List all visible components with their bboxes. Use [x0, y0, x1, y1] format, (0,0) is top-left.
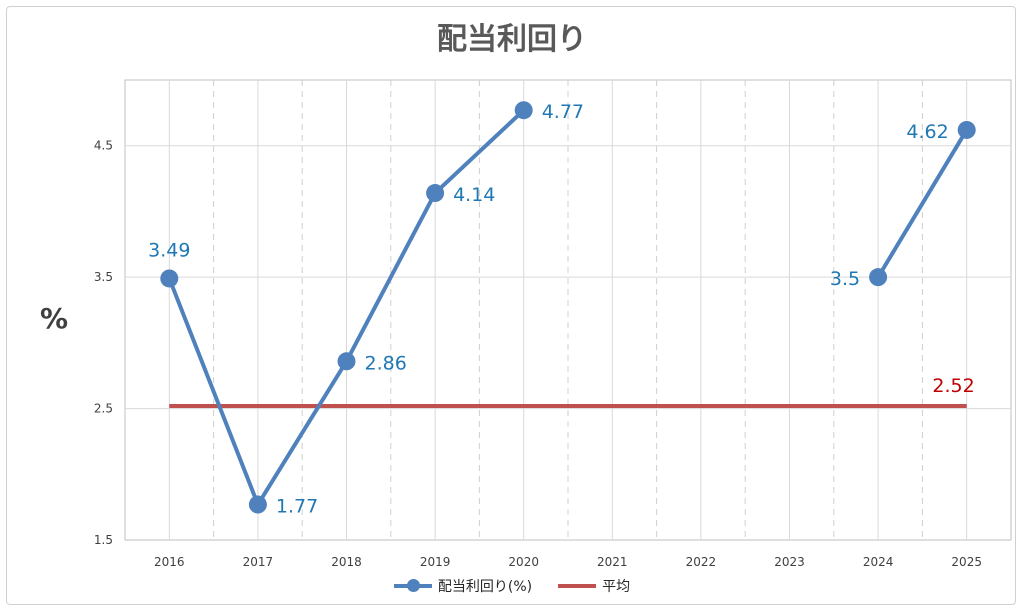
x-tick-label: 2022: [686, 555, 717, 569]
x-tick-label: 2016: [154, 555, 185, 569]
yield-data-label: 1.77: [276, 496, 318, 518]
y-axis-label: %: [40, 302, 69, 335]
legend-yield-marker: [393, 579, 432, 592]
yield-line-segment: [876, 128, 969, 279]
yield-data-label: 4.62: [906, 121, 948, 143]
yield-data-label: 3.49: [148, 239, 190, 261]
y-tick-label: 1.5: [94, 533, 113, 547]
chart-title: 配当利回り: [437, 22, 587, 57]
y-tick-label: 4.5: [94, 139, 113, 153]
y-tick-label: 3.5: [94, 270, 113, 284]
x-tick-label: 2017: [243, 555, 274, 569]
yield-data-label: 4.77: [542, 101, 584, 123]
legend-item-yield: 配当利回り(%): [393, 576, 533, 596]
yield-point-marker: [514, 101, 533, 120]
chart-frame: [6, 6, 1016, 605]
yield-data-label: 2.86: [365, 352, 407, 374]
yield-point-marker: [426, 184, 445, 203]
legend-average-marker: [558, 584, 597, 588]
y-tick-label: 2.5: [94, 402, 113, 416]
yield-point-marker: [337, 352, 356, 371]
yield-point-marker: [869, 268, 888, 287]
x-tick-label: 2024: [863, 555, 894, 569]
x-tick-label: 2018: [331, 555, 362, 569]
yield-point-marker: [160, 269, 179, 288]
x-tick-label: 2020: [508, 555, 539, 569]
average-data-label: 2.52: [932, 375, 974, 397]
yield-data-label: 4.14: [453, 184, 495, 206]
yield-data-label: 3.5: [830, 268, 860, 290]
x-tick-label: 2023: [774, 555, 805, 569]
legend-item-average: 平均: [558, 576, 630, 596]
x-tick-label: 2019: [420, 555, 451, 569]
legend-yield-label: 配当利回り(%): [437, 579, 533, 595]
legend-average-label: 平均: [602, 579, 631, 595]
x-tick-label: 2025: [951, 555, 982, 569]
x-tick-label: 2021: [597, 555, 628, 569]
yield-point-marker: [248, 495, 267, 514]
yield-point-marker: [957, 120, 976, 139]
legend: 配当利回り(%) 平均: [0, 576, 1024, 596]
